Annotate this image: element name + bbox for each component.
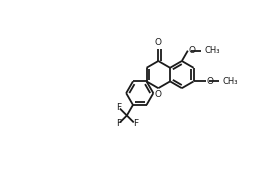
Text: O: O [189, 46, 196, 55]
Text: CH₃: CH₃ [222, 77, 238, 86]
Text: CH₃: CH₃ [205, 46, 220, 55]
Text: F: F [116, 103, 121, 112]
Text: F: F [133, 119, 138, 129]
Text: O: O [155, 90, 162, 99]
Text: F: F [116, 119, 121, 129]
Text: O: O [206, 77, 213, 86]
Text: O: O [155, 38, 162, 47]
